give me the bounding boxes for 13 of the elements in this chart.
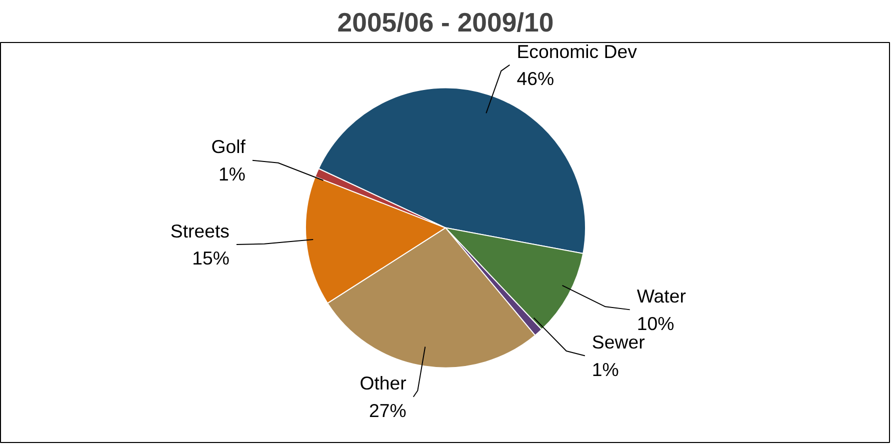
slice-label: Golf <box>211 136 246 158</box>
slice-label: Economic Dev <box>516 40 638 62</box>
slice-label: Other <box>360 372 406 394</box>
data-label: 1% <box>218 164 246 185</box>
data-label: 27% <box>369 400 406 422</box>
data-label: 46% <box>516 68 554 90</box>
chart-title: 2005/06 - 2009/10 <box>337 8 554 38</box>
slice-label: Streets <box>170 220 230 242</box>
data-label: 10% <box>636 312 674 334</box>
slice-label: Water <box>636 286 686 307</box>
data-label: 15% <box>192 248 230 269</box>
data-label: 1% <box>592 358 619 380</box>
slice-label: Sewer <box>592 332 645 353</box>
